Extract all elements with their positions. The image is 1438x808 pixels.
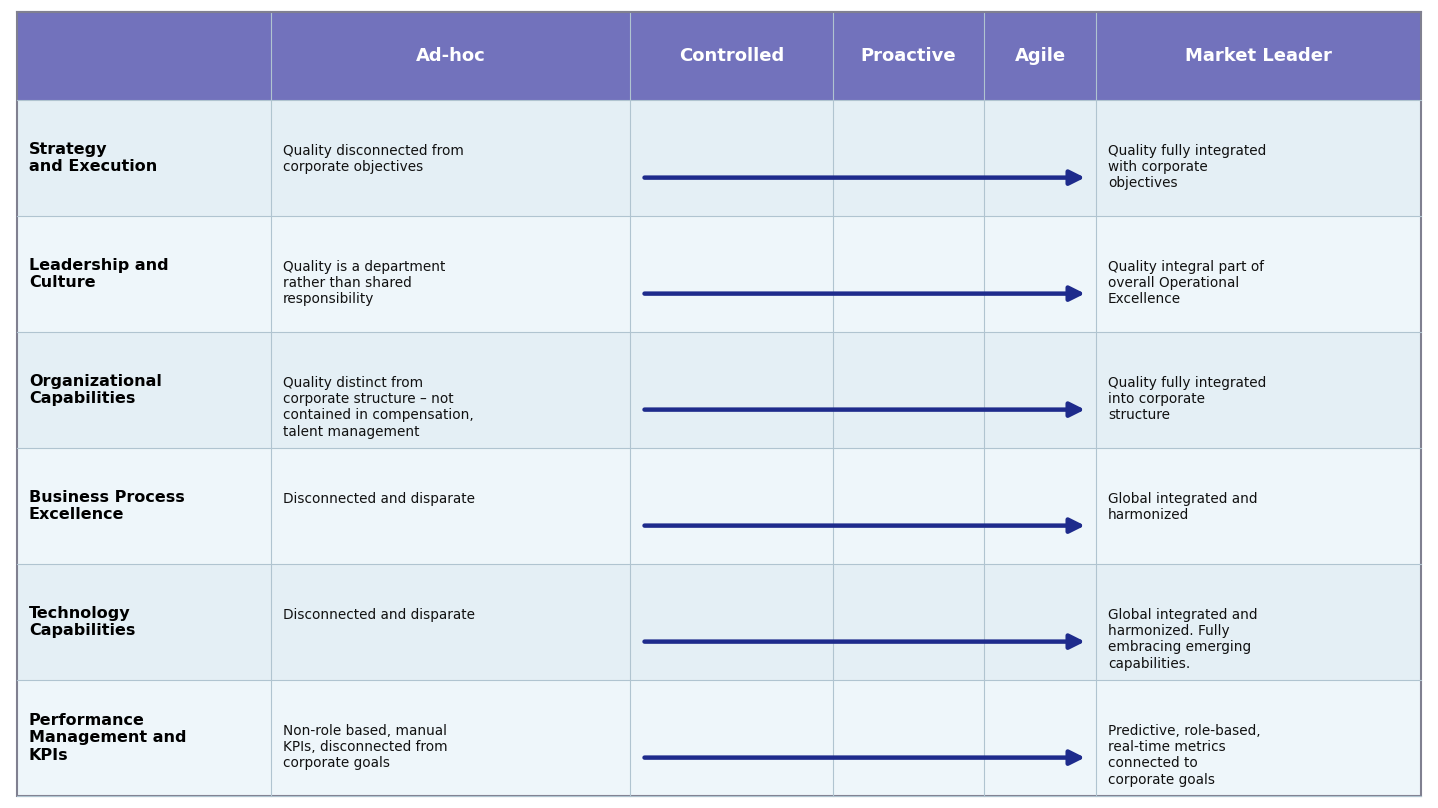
Bar — [833, 12, 984, 100]
Text: Controlled: Controlled — [679, 47, 784, 65]
Bar — [17, 564, 1421, 680]
Bar — [17, 680, 1421, 796]
Text: Market Leader: Market Leader — [1185, 47, 1332, 65]
Bar — [17, 448, 1421, 564]
Text: Predictive, role-based,
real-time metrics
connected to
corporate goals: Predictive, role-based, real-time metric… — [1107, 724, 1261, 786]
Text: Leadership and
Culture: Leadership and Culture — [29, 258, 168, 290]
Text: Non-role based, manual
KPIs, disconnected from
corporate goals: Non-role based, manual KPIs, disconnecte… — [283, 724, 447, 770]
Text: Business Process
Excellence: Business Process Excellence — [29, 490, 184, 522]
Text: Quality is a department
rather than shared
responsibility: Quality is a department rather than shar… — [283, 260, 446, 306]
Bar — [272, 12, 630, 100]
Bar — [984, 12, 1096, 100]
Text: Ad-hoc: Ad-hoc — [416, 47, 486, 65]
Text: Performance
Management and
KPIs: Performance Management and KPIs — [29, 713, 187, 763]
Text: Proactive: Proactive — [861, 47, 956, 65]
Bar — [17, 332, 1421, 448]
Text: Organizational
Capabilities: Organizational Capabilities — [29, 373, 161, 406]
Text: Global integrated and
harmonized: Global integrated and harmonized — [1107, 492, 1257, 522]
Text: Quality fully integrated
with corporate
objectives: Quality fully integrated with corporate … — [1107, 144, 1265, 191]
Text: Disconnected and disparate: Disconnected and disparate — [283, 492, 475, 506]
Text: Quality distinct from
corporate structure – not
contained in compensation,
talen: Quality distinct from corporate structur… — [283, 376, 473, 439]
Text: Quality disconnected from
corporate objectives: Quality disconnected from corporate obje… — [283, 144, 464, 175]
Bar — [630, 12, 833, 100]
Bar — [1096, 12, 1421, 100]
Bar — [17, 100, 1421, 216]
Text: Agile: Agile — [1015, 47, 1066, 65]
Text: Quality fully integrated
into corporate
structure: Quality fully integrated into corporate … — [1107, 376, 1265, 423]
Bar — [17, 216, 1421, 332]
Text: Technology
Capabilities: Technology Capabilities — [29, 606, 135, 638]
Bar — [17, 12, 272, 100]
Text: Strategy
and Execution: Strategy and Execution — [29, 141, 157, 174]
Text: Disconnected and disparate: Disconnected and disparate — [283, 608, 475, 622]
Text: Global integrated and
harmonized. Fully
embracing emerging
capabilities.: Global integrated and harmonized. Fully … — [1107, 608, 1257, 671]
Text: Quality integral part of
overall Operational
Excellence: Quality integral part of overall Operati… — [1107, 260, 1264, 306]
